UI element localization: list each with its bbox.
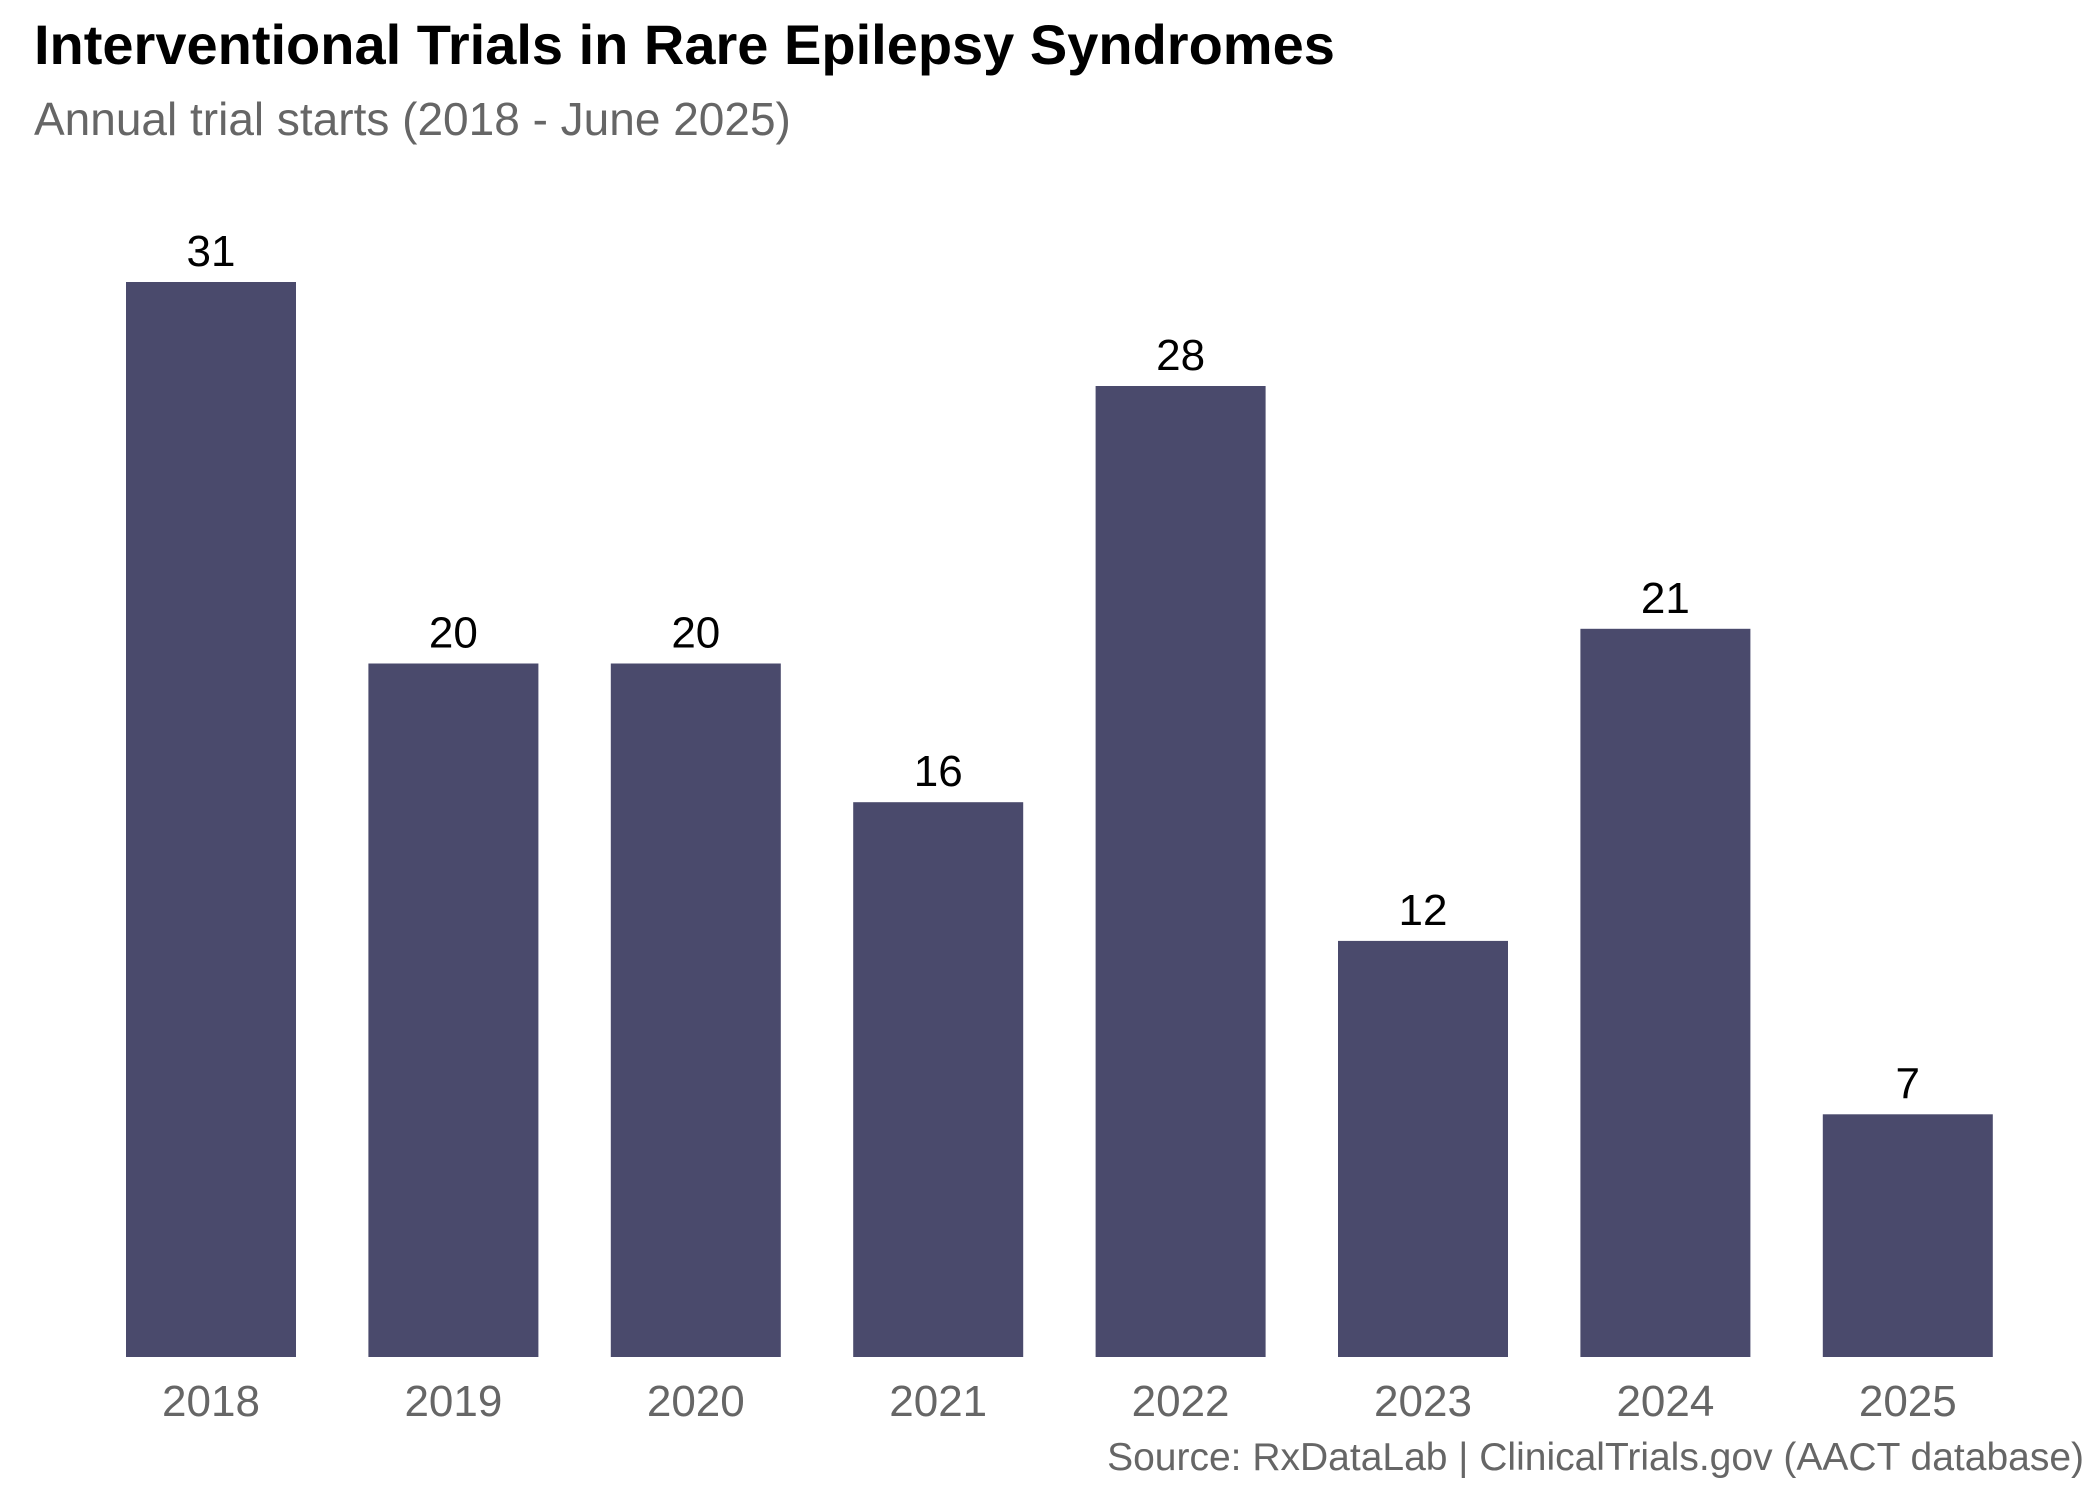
bar-2023 bbox=[1338, 940, 1508, 1357]
bar-2020 bbox=[610, 663, 781, 1357]
x-tick-label-2023: 2023 bbox=[1374, 1377, 1472, 1426]
data-label-2022: 28 bbox=[1156, 331, 1205, 380]
x-tick-label-2022: 2022 bbox=[1132, 1377, 1230, 1426]
x-tick-label-2021: 2021 bbox=[889, 1377, 987, 1426]
chart-title: Interventional Trials in Rare Epilepsy S… bbox=[34, 13, 1335, 76]
chart-subtitle: Annual trial starts (2018 - June 2025) bbox=[34, 93, 791, 145]
data-label-2024: 21 bbox=[1641, 574, 1690, 623]
x-tick-label-2025: 2025 bbox=[1859, 1377, 1957, 1426]
bar-2025 bbox=[1822, 1114, 1993, 1357]
data-label-2021: 16 bbox=[914, 747, 963, 796]
bar-2021 bbox=[853, 802, 1024, 1357]
data-label-2018: 31 bbox=[187, 227, 236, 276]
x-tick-label-2020: 2020 bbox=[647, 1377, 745, 1426]
bar-2018 bbox=[126, 282, 296, 1357]
bar-2024 bbox=[1580, 628, 1751, 1357]
x-tick-label-2024: 2024 bbox=[1616, 1377, 1714, 1426]
data-label-2019: 20 bbox=[429, 609, 478, 658]
bar-2019 bbox=[368, 663, 539, 1357]
data-label-2023: 12 bbox=[1399, 886, 1448, 935]
bar-2022 bbox=[1095, 386, 1266, 1357]
data-label-2020: 20 bbox=[671, 609, 720, 658]
x-tick-label-2018: 2018 bbox=[162, 1377, 260, 1426]
data-label-2025: 7 bbox=[1896, 1059, 1920, 1108]
chart-source-caption: Source: RxDataLab | ClinicalTrials.gov (… bbox=[1107, 1436, 2084, 1479]
x-tick-label-2019: 2019 bbox=[404, 1377, 502, 1426]
